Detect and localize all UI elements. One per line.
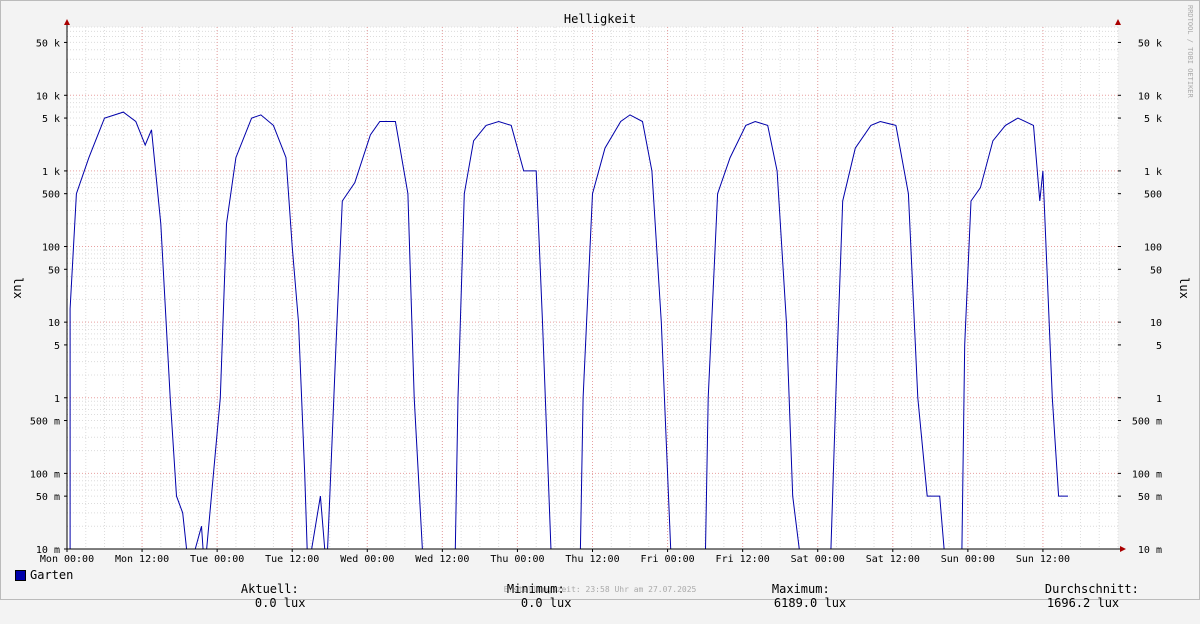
x-tick-label: Sun 00:00 — [941, 554, 995, 565]
y-axis-left: 10 m 50 m 100 m 500 m 1 5 10 50 100 500 1 k 5 k 10 k… — [30, 38, 67, 556]
y-tick-label-left: 1 k — [42, 167, 60, 178]
watermark: RRDTOOL / TOBI OETIKER — [1186, 5, 1194, 99]
stat-avg-value: 1696.2 lux — [1046, 596, 1120, 610]
y-axis-label-left: lux — [11, 277, 25, 299]
stat-current: Aktuell: 0.0 lux — [212, 568, 306, 624]
y-tick-label-right: 50 — [1150, 265, 1162, 276]
x-tick-label: Tue 12:00 — [265, 554, 319, 565]
x-tick-label: Tue 00:00 — [190, 554, 244, 565]
y-tick-label-right: 50 m — [1138, 492, 1162, 503]
stat-min: Minimum: 0.0 lux — [478, 568, 572, 624]
y-axis-label-right: lux — [1177, 277, 1191, 299]
legend-swatch — [15, 570, 26, 581]
footer-timestamp: Erstellungszeit: 23:58 Uhr am 27.07.2025 — [504, 585, 697, 594]
y-tick-label-right: 100 m — [1132, 469, 1162, 480]
y-tick-label-right: 10 m — [1138, 545, 1162, 556]
stat-min-value: 0.0 lux — [520, 596, 572, 610]
x-tick-label: Wed 00:00 — [340, 554, 394, 565]
y-tick-label-left: 100 m — [30, 469, 60, 480]
y-tick-label-left: 500 — [42, 190, 60, 201]
stat-max-value: 6189.0 lux — [773, 596, 847, 610]
y-tick-label-right: 10 k — [1138, 91, 1162, 102]
y-tick-label-left: 10 m — [36, 545, 60, 556]
x-tick-label: Thu 12:00 — [565, 554, 619, 565]
y-tick-label-right: 50 k — [1138, 38, 1162, 49]
x-tick-label: Sat 00:00 — [791, 554, 845, 565]
y-axis-right: 10 m 50 m 100 m 500 m 1 5 10 50 100 500 1 k 5 k 10 k… — [1118, 38, 1162, 556]
x-tick-label: Mon 12:00 — [115, 554, 169, 565]
y-tick-label-right: 5 k — [1144, 114, 1162, 125]
stat-current-value: 0.0 lux — [254, 596, 306, 610]
y-axis-arrow-icon — [64, 19, 70, 25]
y-tick-label-right: 500 — [1144, 190, 1162, 201]
chart-title: Helligkeit — [564, 12, 636, 26]
y-tick-label-right: 1 k — [1144, 167, 1162, 178]
y-tick-label-right: 5 — [1156, 341, 1162, 352]
y-tick-label-right: 500 m — [1132, 417, 1162, 428]
y-tick-label-left: 100 — [42, 243, 60, 254]
y-tick-label-left: 50 m — [36, 492, 60, 503]
x-tick-label: Wed 12:00 — [415, 554, 469, 565]
y-tick-label-left: 10 — [48, 318, 60, 329]
y-tick-label-left: 10 k — [36, 91, 60, 102]
y-tick-label-left: 50 k — [36, 38, 60, 49]
x-tick-label: Fri 00:00 — [640, 554, 694, 565]
y-tick-label-left: 50 — [48, 265, 60, 276]
x-axis-arrow-icon — [1120, 546, 1126, 552]
rrd-chart: Helligkeit RRDTOOL / TOBI OETIKER 10 m 50… — [0, 0, 1200, 600]
stat-min-label: Minimum: — [506, 582, 565, 596]
y-tick-label-right: 100 — [1144, 243, 1162, 254]
legend-series-name: Garten — [30, 568, 74, 582]
x-tick-label: Fri 12:00 — [716, 554, 770, 565]
series-layer — [69, 111, 1068, 549]
stat-avg-label: Durchschnitt: — [1044, 582, 1139, 596]
y-tick-label-left: 5 k — [42, 114, 60, 125]
stat-max-label: Maximum: — [771, 582, 830, 596]
series-line-garten — [69, 111, 1068, 549]
stat-current-label: Aktuell: — [240, 582, 299, 596]
y-axis-right-arrow-icon — [1115, 19, 1121, 25]
x-tick-label: Mon 00:00 — [40, 554, 94, 565]
y-tick-label-left: 5 — [54, 341, 60, 352]
y-tick-label-left: 500 m — [30, 417, 60, 428]
y-tick-label-left: 1 — [54, 394, 60, 405]
stat-max: Maximum: 6189.0 lux — [743, 568, 846, 624]
x-tick-label: Sun 12:00 — [1016, 554, 1070, 565]
chart-frame: Helligkeit RRDTOOL / TOBI OETIKER 10 m 50… — [0, 0, 1200, 610]
y-tick-label-right: 10 — [1150, 318, 1162, 329]
x-tick-label: Thu 00:00 — [490, 554, 544, 565]
stat-avg: Durchschnitt: 1696.2 lux — [1016, 568, 1139, 624]
x-tick-label: Sat 12:00 — [866, 554, 920, 565]
y-tick-label-right: 1 — [1156, 394, 1162, 405]
